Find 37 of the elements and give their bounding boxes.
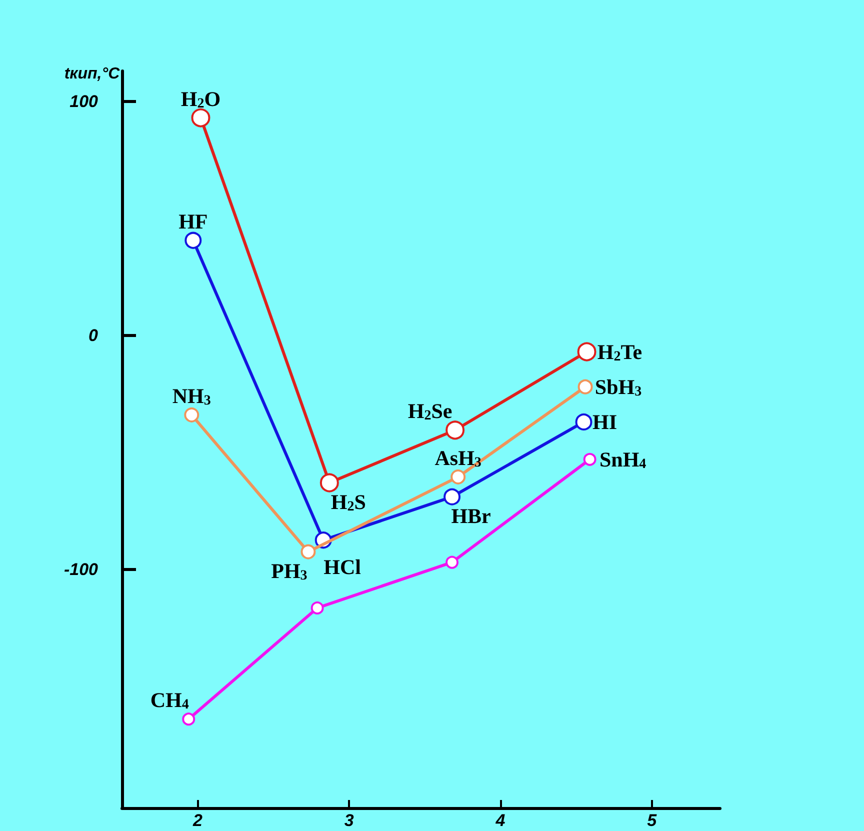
y-tick-label: -100 bbox=[64, 560, 99, 579]
point bbox=[300, 544, 316, 560]
annotation: HF bbox=[178, 209, 208, 234]
annotation: AsH3 bbox=[434, 446, 482, 470]
y-axis-title: tкип,°C bbox=[64, 66, 120, 82]
x-tick-label: 5 bbox=[647, 811, 658, 830]
annotation: SnH4 bbox=[599, 447, 646, 472]
point bbox=[446, 556, 459, 569]
annotation: HI bbox=[592, 410, 618, 434]
point bbox=[191, 108, 210, 128]
point bbox=[450, 469, 466, 484]
x-tick-label: 2 bbox=[192, 811, 203, 830]
annotation: H2Te bbox=[597, 340, 642, 364]
point bbox=[182, 712, 196, 726]
annotation: CH4 bbox=[150, 688, 189, 713]
point bbox=[577, 342, 596, 362]
annotation: SbH3 bbox=[594, 374, 642, 400]
annotation: PH3 bbox=[271, 558, 308, 584]
annotation: NH3 bbox=[172, 384, 211, 408]
y-tick-label: 100 bbox=[70, 92, 99, 111]
point bbox=[184, 232, 202, 249]
point bbox=[583, 452, 596, 466]
annotation: HCl bbox=[324, 555, 362, 580]
y-tick-label: 0 bbox=[88, 326, 99, 345]
point bbox=[578, 379, 593, 394]
annotation: H2O bbox=[180, 86, 221, 112]
point bbox=[184, 407, 200, 422]
point bbox=[310, 601, 324, 614]
x-tick-label: 4 bbox=[494, 811, 506, 830]
point bbox=[575, 413, 592, 430]
point bbox=[320, 473, 339, 492]
annotation: H2S bbox=[330, 490, 366, 514]
x-tick-label: 3 bbox=[344, 811, 354, 830]
point bbox=[446, 420, 465, 440]
annotation: HBr bbox=[451, 504, 491, 528]
annotation: H2Se bbox=[408, 399, 452, 424]
point bbox=[444, 488, 461, 506]
